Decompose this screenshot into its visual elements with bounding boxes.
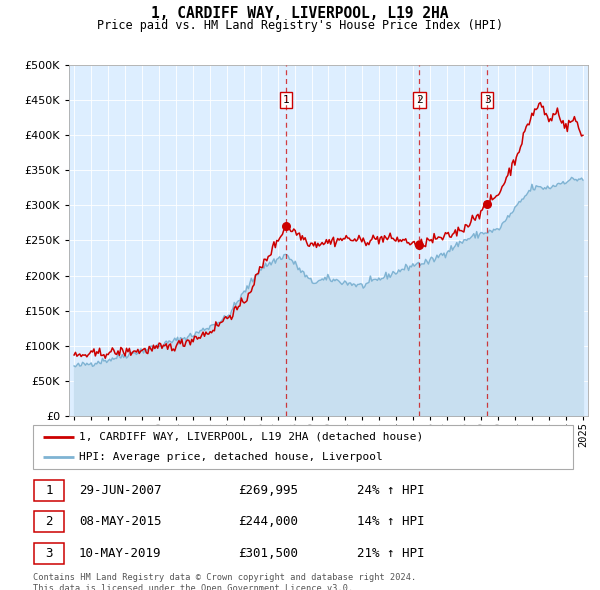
Text: 29-JUN-2007: 29-JUN-2007	[79, 484, 161, 497]
Text: 1: 1	[283, 95, 289, 105]
FancyBboxPatch shape	[34, 543, 64, 563]
Text: 21% ↑ HPI: 21% ↑ HPI	[357, 546, 425, 559]
Text: 1, CARDIFF WAY, LIVERPOOL, L19 2HA: 1, CARDIFF WAY, LIVERPOOL, L19 2HA	[151, 6, 449, 21]
FancyBboxPatch shape	[34, 511, 64, 532]
Text: 14% ↑ HPI: 14% ↑ HPI	[357, 515, 425, 528]
Text: 10-MAY-2019: 10-MAY-2019	[79, 546, 161, 559]
Text: £301,500: £301,500	[238, 546, 298, 559]
Text: Contains HM Land Registry data © Crown copyright and database right 2024.
This d: Contains HM Land Registry data © Crown c…	[33, 573, 416, 590]
Text: 3: 3	[45, 546, 53, 559]
Text: Price paid vs. HM Land Registry's House Price Index (HPI): Price paid vs. HM Land Registry's House …	[97, 19, 503, 32]
Text: £244,000: £244,000	[238, 515, 298, 528]
Text: £269,995: £269,995	[238, 484, 298, 497]
Text: 2: 2	[416, 95, 423, 105]
Text: 1, CARDIFF WAY, LIVERPOOL, L19 2HA (detached house): 1, CARDIFF WAY, LIVERPOOL, L19 2HA (deta…	[79, 432, 423, 442]
Text: 24% ↑ HPI: 24% ↑ HPI	[357, 484, 425, 497]
Text: 08-MAY-2015: 08-MAY-2015	[79, 515, 161, 528]
Text: 1: 1	[45, 484, 53, 497]
Point	[281, 222, 291, 231]
Text: 2: 2	[45, 515, 53, 528]
FancyBboxPatch shape	[34, 480, 64, 500]
Point	[415, 240, 424, 250]
Point	[482, 199, 492, 209]
Text: 3: 3	[484, 95, 491, 105]
Text: HPI: Average price, detached house, Liverpool: HPI: Average price, detached house, Live…	[79, 452, 383, 462]
FancyBboxPatch shape	[33, 425, 573, 469]
